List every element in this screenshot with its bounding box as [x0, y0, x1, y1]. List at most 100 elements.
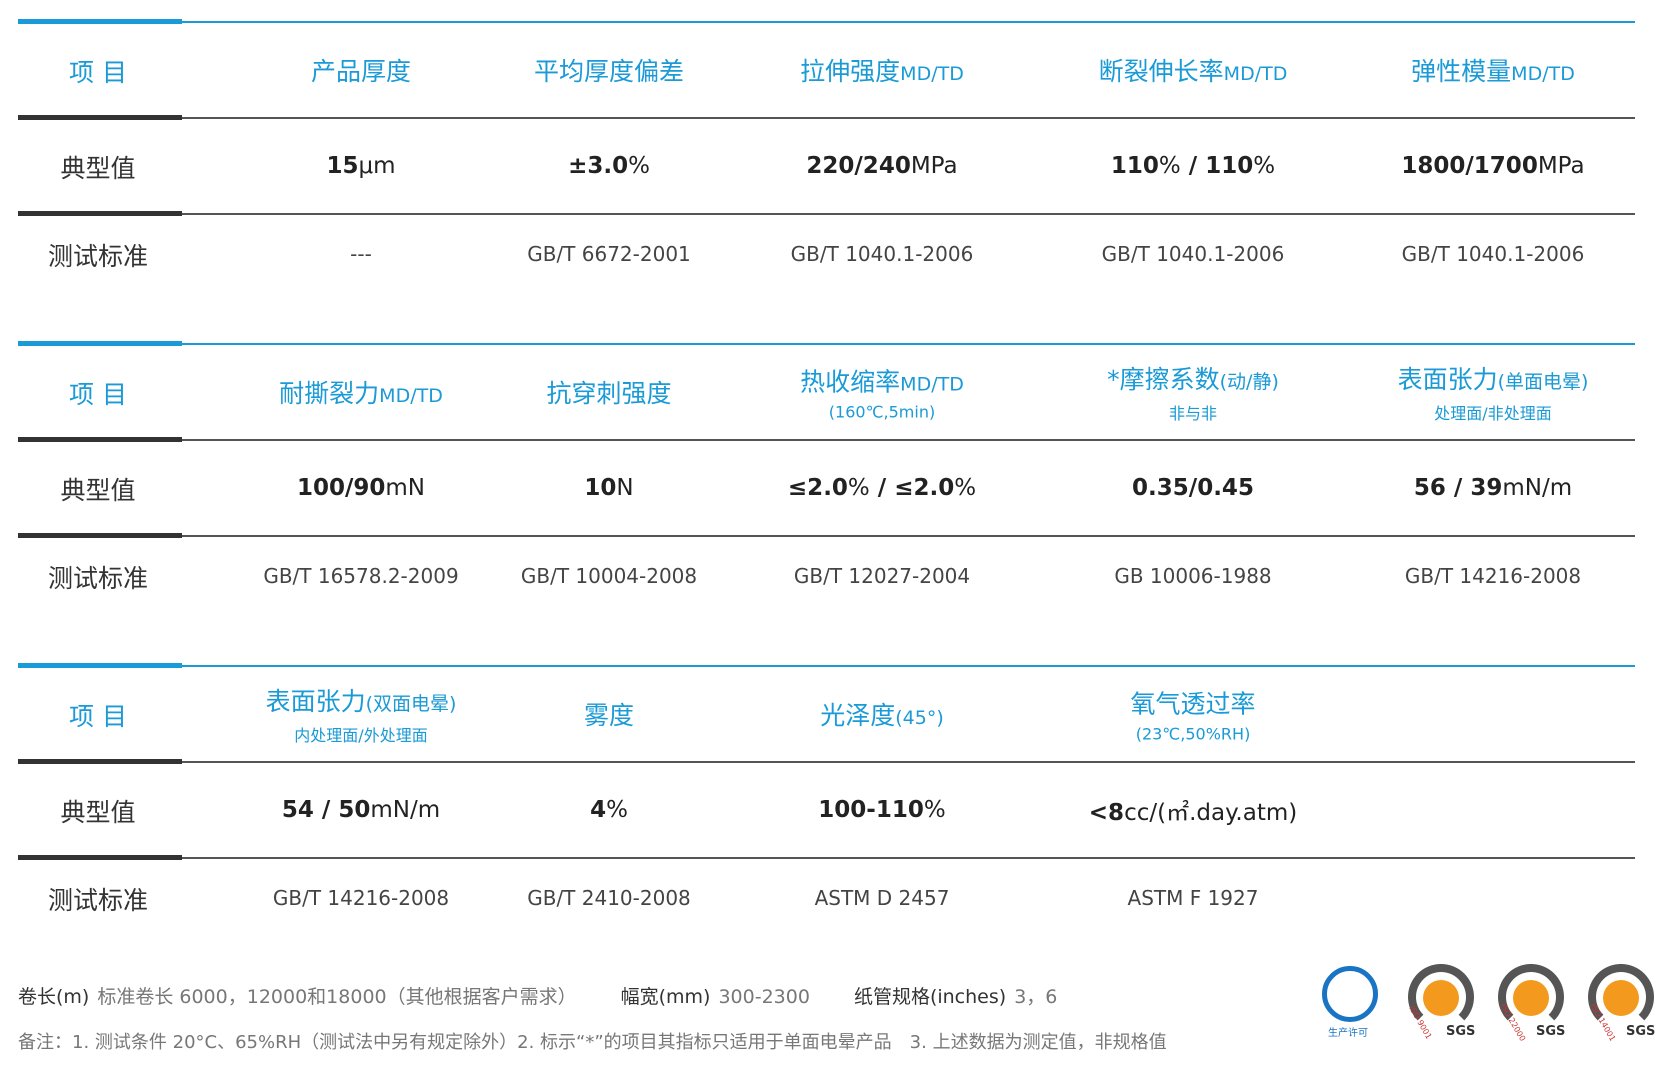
column-header: 平均厚度偏差 [534, 52, 684, 88]
value-part: 0.35/0.45 [1132, 475, 1254, 501]
logo-brand: SGS [1626, 1024, 1656, 1039]
value-part: 15 [326, 153, 359, 179]
header-rule [18, 21, 1635, 23]
typical-value: 15μm [326, 153, 395, 179]
certification-logo: ISO 9001 SGS [1402, 962, 1482, 1046]
standard-value: GB/T 10004-2008 [520, 564, 698, 588]
standard-value: ASTM F 1927 [1127, 886, 1259, 910]
value-part: MPa [1537, 153, 1585, 179]
row-rule-accent [18, 211, 182, 216]
standard-value: ASTM D 2457 [814, 886, 950, 910]
typical-value: 110% / 110% [1111, 153, 1275, 179]
seal-check [1513, 980, 1549, 1016]
standard-value: GB/T 12027-2004 [793, 564, 971, 588]
standard-value: GB/T 14216-2008 [272, 886, 450, 910]
typical-label: 典型值 [60, 476, 136, 505]
value-part: 54 / 50 [281, 797, 371, 823]
value-part: 220/240 [806, 153, 911, 179]
column-subtitle: 处理面/非处理面 [1434, 404, 1552, 423]
typical-value: 10N [584, 475, 633, 501]
value-part: / ≤2.0 [869, 475, 955, 501]
logo-brand: SGS [1536, 1024, 1566, 1039]
value-part: N [616, 475, 634, 501]
header-rule [18, 343, 1635, 345]
value-part: / 110 [1180, 153, 1254, 179]
column-header: 抗穿刺强度 [546, 374, 671, 410]
spec-value: 标准卷长 6000，12000和18000（其他根据客户需求） [97, 986, 577, 1008]
column-header: 耐撕裂力MD/TD [279, 374, 443, 410]
value-part: MPa [910, 153, 958, 179]
typical-value: 0.35/0.45 [1132, 475, 1254, 501]
column-header: 热收缩率MD/TD (160℃,5min) [800, 363, 964, 422]
row-rule [18, 213, 1635, 215]
column-subtitle: 内处理面/外处理面 [294, 726, 428, 745]
seal-ring [1408, 964, 1474, 1030]
column-subtitle: (160℃,5min) [828, 402, 936, 422]
spec-label: 卷长(m) [18, 986, 90, 1008]
footer-specs: 卷长(m) 标准卷长 6000，12000和18000（其他根据客户需求） 幅宽(m… [18, 982, 1101, 1009]
value-part: μm [358, 153, 396, 179]
column-title: 耐撕裂力 [279, 379, 380, 408]
logo-text: 生产许可 [1328, 1028, 1368, 1039]
row-rule-accent [18, 115, 182, 120]
column-subtitle: 非与非 [1168, 404, 1217, 423]
value-part: 1800/1700 [1401, 153, 1538, 179]
column-unit: (动/静) [1219, 371, 1279, 393]
column-unit: MD/TD [900, 373, 964, 396]
typical-value: 56 / 39mN/m [1414, 475, 1572, 501]
value-part: % [1253, 153, 1276, 179]
column-title: 热收缩率 [800, 367, 901, 397]
column-unit: (单面电晕) [1497, 371, 1589, 393]
header-label: 项 目 [69, 58, 127, 87]
value-part: mN [385, 475, 426, 501]
column-header: 弹性模量MD/TD [1411, 52, 1575, 88]
standard-value: GB 10006-1988 [1114, 564, 1272, 588]
logo-brand: SGS [1446, 1024, 1476, 1039]
value-part: % [628, 153, 650, 179]
column-unit: MD/TD [1223, 63, 1288, 85]
value-part: % [923, 797, 946, 823]
seal-ring [1588, 964, 1654, 1030]
header-rule-accent [18, 19, 182, 24]
column-title: 抗穿刺强度 [546, 379, 672, 408]
standard-label: 测试标准 [47, 886, 149, 915]
row-rule-accent [18, 533, 182, 538]
typical-value: ≤2.0% / ≤2.0% [788, 475, 976, 501]
standard-label: 测试标准 [47, 564, 149, 593]
column-title: 产品厚度 [310, 57, 412, 86]
column-title: 表面张力 [265, 687, 366, 716]
standard-value: --- [350, 242, 372, 266]
column-title: 平均厚度偏差 [533, 57, 685, 86]
standard-value: GB/T 1040.1-2006 [1401, 242, 1585, 266]
column-title: 氧气透过率 [1130, 689, 1256, 719]
typical-value: 54 / 50mN/m [282, 797, 440, 823]
header-rule-accent [18, 341, 182, 346]
row-rule-accent [18, 437, 182, 442]
certification-logo: ISO 14001 SGS [1582, 962, 1656, 1046]
standard-value: GB/T 1040.1-2006 [1101, 242, 1285, 266]
header-label: 项 目 [69, 380, 127, 409]
header-rule-accent [18, 663, 182, 668]
value-part: mN/m [1502, 475, 1573, 501]
column-title: 表面张力 [1397, 365, 1498, 394]
spec-label: 幅宽(mm) [620, 986, 711, 1008]
row-rule [18, 761, 1635, 763]
typical-value: 100/90mN [297, 475, 425, 501]
typical-value: <8cc/(㎡.day.atm) [1089, 793, 1297, 827]
value-part: % [847, 475, 870, 501]
value-part: % [954, 475, 977, 501]
seal-check [1423, 980, 1459, 1016]
seal-check [1603, 980, 1639, 1016]
row-rule [18, 535, 1635, 537]
column-header: 表面张力(双面电晕) 内处理面/外处理面 [266, 682, 457, 746]
qs-mark [1322, 966, 1378, 1022]
value-part: ≤2.0 [787, 475, 848, 501]
column-unit: (45°) [895, 707, 944, 729]
value-part: mN/m [370, 797, 441, 823]
value-part: 4 [590, 797, 607, 823]
column-header: 断裂伸长率MD/TD [1099, 52, 1288, 88]
spec-value: 300-2300 [718, 986, 810, 1008]
row-rule-accent [18, 855, 182, 860]
column-header: 雾度 [584, 696, 634, 732]
standard-value: GB/T 6672-2001 [527, 242, 691, 266]
